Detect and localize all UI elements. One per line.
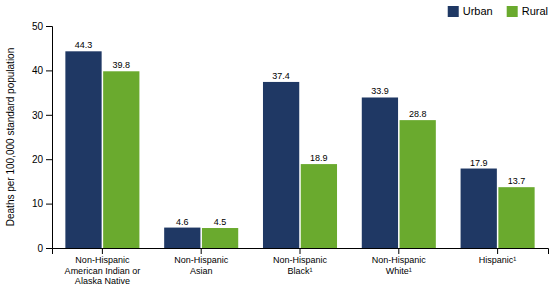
axis-line bbox=[53, 249, 549, 255]
tick-label: 10 bbox=[32, 198, 44, 209]
tick-label-line: Alaska Native bbox=[75, 276, 130, 286]
plot: 44.3 4.6 37.4 33.9 17.9 39.8 4.5 18.9 28.8 13.7 0 1… bbox=[32, 21, 549, 286]
tick-label-line: Black¹ bbox=[287, 266, 312, 276]
tick: Non-HispanicWhite¹ bbox=[372, 248, 427, 276]
bar bbox=[461, 169, 497, 248]
tick-label-line: Non-Hispanic bbox=[372, 255, 427, 265]
data-label: 17.9 bbox=[470, 158, 488, 168]
tick-mark bbox=[46, 159, 52, 160]
series bbox=[103, 71, 534, 248]
data-label: 4.5 bbox=[214, 217, 227, 227]
tick-mark bbox=[398, 248, 399, 254]
tick: Non-HispanicAsian bbox=[174, 248, 229, 276]
legend-swatch bbox=[507, 6, 518, 17]
bar bbox=[202, 228, 238, 248]
tick-label: Non-HispanicBlack¹ bbox=[273, 255, 328, 275]
data-label: 18.9 bbox=[310, 153, 328, 163]
tick-label: Non-HispanicAsian bbox=[174, 255, 229, 275]
tick-mark bbox=[497, 248, 498, 254]
legend: Urban Rural bbox=[448, 5, 548, 17]
tick-label-line: Asian bbox=[190, 266, 213, 276]
legend-item: Rural bbox=[507, 5, 548, 17]
series bbox=[65, 51, 496, 248]
bar bbox=[263, 82, 299, 248]
tick-mark bbox=[46, 248, 52, 249]
tick-mark bbox=[102, 248, 103, 254]
data-label: 44.3 bbox=[75, 40, 93, 50]
tick: 20 bbox=[32, 154, 52, 165]
tick-mark bbox=[46, 26, 52, 27]
data-label: 33.9 bbox=[371, 86, 389, 96]
tick-label: 50 bbox=[32, 21, 44, 32]
chart: 44.3 4.6 37.4 33.9 17.9 39.8 4.5 18.9 28.8 13.7 0 1… bbox=[0, 0, 560, 298]
tick-label: 20 bbox=[32, 154, 44, 165]
tick-mark bbox=[46, 70, 52, 71]
tick-mark bbox=[46, 115, 52, 116]
tick-label-line: Non-Hispanic bbox=[174, 255, 229, 265]
data-label: 4.6 bbox=[176, 217, 189, 227]
data-label: 39.8 bbox=[113, 60, 131, 70]
tick-label: 30 bbox=[32, 110, 44, 121]
legend-swatch bbox=[448, 6, 459, 17]
tick-label: Hispanic¹ bbox=[479, 255, 517, 265]
tick-label-line: Non-Hispanic bbox=[75, 255, 130, 265]
data-label: 13.7 bbox=[508, 176, 526, 186]
tick-mark bbox=[46, 204, 52, 205]
tick-label: Non-HispanicWhite¹ bbox=[372, 255, 427, 275]
tick-label: Non-HispanicAmerican Indian orAlaska Nat… bbox=[65, 255, 141, 286]
tick: 40 bbox=[32, 65, 52, 76]
legend-item: Urban bbox=[448, 5, 493, 17]
bar bbox=[65, 51, 101, 248]
tick-label: 0 bbox=[37, 243, 43, 254]
bar bbox=[301, 164, 337, 248]
tick: 30 bbox=[32, 110, 52, 121]
tick: Hispanic¹ bbox=[479, 248, 517, 265]
x-axis: Non-HispanicAmerican Indian orAlaska Nat… bbox=[53, 248, 549, 286]
data-labels: 44.3 4.6 37.4 33.9 17.9 39.8 4.5 18.9 28.8 13.7 bbox=[75, 40, 526, 227]
tick-mark bbox=[201, 248, 202, 254]
tick: Non-HispanicBlack¹ bbox=[273, 248, 328, 276]
data-label: 28.8 bbox=[409, 109, 427, 119]
bars bbox=[65, 51, 534, 248]
bar bbox=[362, 97, 398, 248]
bar bbox=[400, 120, 436, 248]
tick-label-line: Hispanic¹ bbox=[479, 255, 517, 265]
bar bbox=[103, 71, 139, 248]
bar bbox=[498, 187, 534, 248]
legend-label: Urban bbox=[463, 5, 493, 17]
tick-mark bbox=[300, 248, 301, 254]
tick-label-line: Non-Hispanic bbox=[273, 255, 328, 265]
axis-line bbox=[46, 27, 53, 249]
tick: Non-HispanicAmerican Indian orAlaska Nat… bbox=[65, 248, 141, 286]
tick-label-line: American Indian or bbox=[65, 266, 141, 276]
tick: 10 bbox=[32, 198, 52, 209]
bar bbox=[164, 228, 200, 248]
legend-label: Rural bbox=[522, 5, 548, 17]
data-label: 37.4 bbox=[272, 71, 290, 81]
tick: 0 bbox=[37, 243, 52, 254]
tick: 50 bbox=[32, 21, 52, 32]
tick-label: 40 bbox=[32, 65, 44, 76]
tick-label-line: White¹ bbox=[386, 266, 412, 276]
y-axis-label: Deaths per 100,000 standard population bbox=[5, 48, 16, 226]
y-axis: 0 10 20 30 40 50 bbox=[32, 21, 53, 254]
